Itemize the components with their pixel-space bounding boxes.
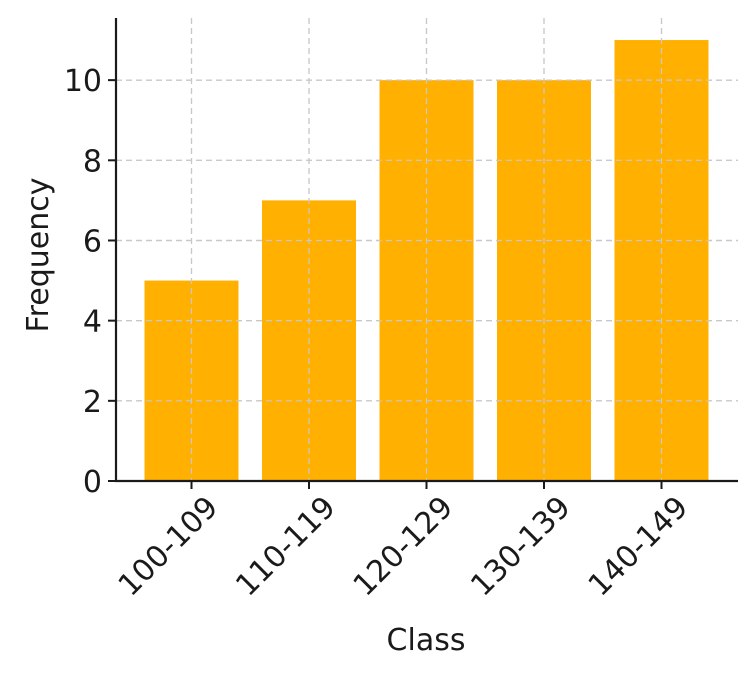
y-tick-label: 6 (83, 224, 102, 259)
y-axis-title: Frequency (21, 178, 56, 333)
y-tick-label: 4 (83, 305, 102, 340)
x-axis-title: Class (387, 623, 466, 658)
y-tick-label: 8 (83, 144, 102, 179)
y-tick-label: 2 (83, 385, 102, 420)
x-tick-label: 120-129 (347, 490, 460, 603)
x-ticks: 100-109 110-119 120-129 130-139 140-149 (112, 481, 695, 603)
grid-overlay (116, 18, 738, 481)
x-tick-label: 140-149 (582, 490, 695, 603)
y-tick-label: 0 (83, 465, 102, 500)
x-tick-label: 110-119 (229, 490, 342, 603)
y-tick-label: 10 (64, 64, 102, 99)
y-ticks: 0 2 4 6 8 10 (64, 64, 116, 500)
x-tick-label: 100-109 (112, 490, 225, 603)
x-tick-label: 130-139 (464, 490, 577, 603)
